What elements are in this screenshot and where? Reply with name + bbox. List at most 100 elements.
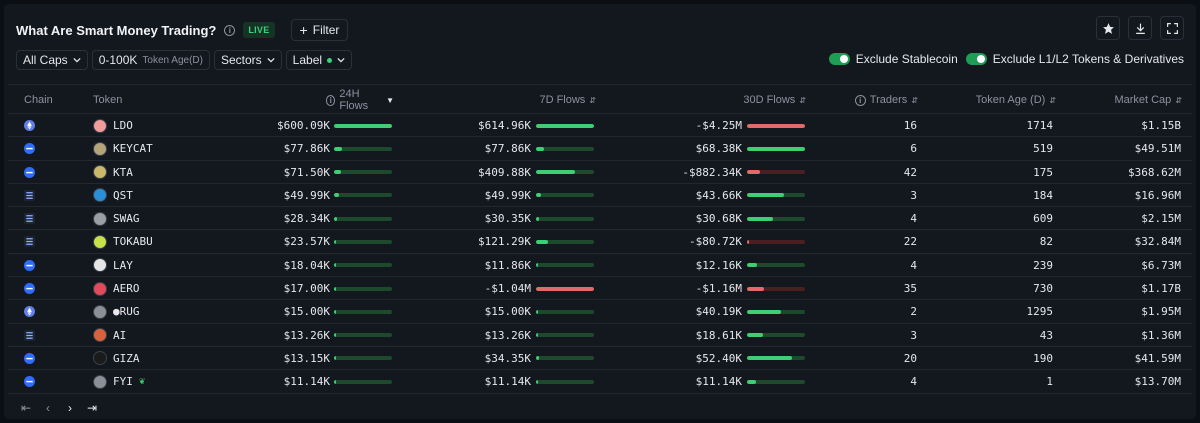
flow-bar <box>334 333 392 338</box>
flow-24h-value: $77.86K <box>283 142 330 156</box>
flow-30d-bar-cell <box>747 184 805 207</box>
flow-bar-fill <box>747 309 782 314</box>
sort-icon: ⇵ <box>911 95 918 105</box>
chain-cell <box>24 161 36 184</box>
flow-30d-bar-cell <box>747 207 805 230</box>
token-cell[interactable]: KEYCAT <box>93 137 153 160</box>
sort-icon: ⇵ <box>799 95 806 105</box>
flow-7d-value: $13.26K <box>484 328 531 342</box>
switch-on[interactable] <box>828 53 850 65</box>
solana-icon <box>24 213 35 225</box>
col-7d-flows[interactable]: 7D Flows ⇵ <box>528 85 596 115</box>
token-cell[interactable]: GIZA <box>93 347 140 370</box>
info-icon[interactable]: i <box>326 94 336 106</box>
table-row[interactable]: LDO $600.09K $614.96K -$4.25M 16 1714 $1… <box>8 114 1192 138</box>
col-chain-label: Chain <box>24 94 53 106</box>
flow-bar <box>536 170 594 175</box>
flow-bar <box>747 286 805 291</box>
flow-bar-fill <box>747 146 805 151</box>
info-icon[interactable]: i <box>854 94 866 106</box>
col-30d-flows[interactable]: 30D Flows ⇵ <box>728 85 806 115</box>
chain-cell <box>24 347 36 370</box>
flow-24h-bar-cell <box>334 347 392 370</box>
token-cell[interactable]: AERO <box>93 277 140 300</box>
caps-dropdown[interactable]: All Caps <box>16 50 88 70</box>
sort-icon: ⇵ <box>1049 95 1056 105</box>
token-cell[interactable]: AI <box>93 324 126 347</box>
token-age-value: 239 <box>1033 258 1053 272</box>
chain-cell <box>24 300 36 323</box>
star-button[interactable] <box>1096 16 1120 40</box>
table-header: Chain Token i 24H Flows ▼ 7D Flows ⇵ 30D… <box>8 84 1192 114</box>
col-token: Token <box>93 85 122 115</box>
chevron-down-icon <box>267 57 275 63</box>
flow-24h-bar-cell <box>334 300 392 323</box>
flow-bar-fill <box>536 286 594 291</box>
filter-button[interactable]: + Filter <box>290 19 349 41</box>
flow-30d-bar-cell <box>747 324 805 347</box>
flow-bar <box>747 216 805 221</box>
last-page-icon[interactable]: ⇥ <box>86 401 98 415</box>
prev-page-icon[interactable]: ‹ <box>46 401 50 415</box>
col-market-cap[interactable]: Market Cap ⇵ <box>1098 85 1182 115</box>
col-token-age[interactable]: Token Age (D) ⇵ <box>958 85 1056 115</box>
traders-value: 20 <box>903 351 917 365</box>
token-cell[interactable]: FYI ❦ <box>93 370 145 393</box>
table-row[interactable]: AI $13.26K $13.26K $18.61K 3 43 $1.36M <box>8 324 1192 347</box>
chevron-down-icon <box>73 57 81 63</box>
token-age-filter[interactable]: 0-100K Token Age(D) <box>91 50 210 70</box>
market-cap-value: $2.15M <box>1141 212 1181 226</box>
download-button[interactable] <box>1128 16 1152 40</box>
sectors-dropdown[interactable]: Sectors <box>213 50 282 70</box>
table-row[interactable]: QST $49.99K $49.99K $43.66K 3 184 $16.96… <box>8 184 1192 208</box>
traders-value: 3 <box>910 188 917 202</box>
flow-30d-bar-cell <box>747 114 805 137</box>
token-cell[interactable]: QST <box>93 184 133 207</box>
base-icon <box>24 259 35 271</box>
exclude-stablecoin-toggle[interactable]: Exclude Stablecoin <box>828 52 958 66</box>
chain-cell <box>24 324 36 347</box>
info-icon[interactable]: i <box>224 24 236 36</box>
token-age-value: 175 <box>1033 165 1053 179</box>
flow-30d-value: $43.66K <box>695 188 742 202</box>
token-age-value: 82 <box>1039 235 1053 249</box>
table-row[interactable]: AERO $17.00K -$1.04M -$1.16M 35 730 $1.1… <box>8 277 1192 301</box>
table-row[interactable]: KTA $71.50K $409.88K -$882.34K 42 175 $3… <box>8 161 1192 184</box>
token-cell[interactable]: TOKABU <box>93 230 153 253</box>
token-cell[interactable]: KTA <box>93 161 133 184</box>
col-traders[interactable]: i Traders ⇵ <box>838 85 918 115</box>
table-row[interactable]: KEYCAT $77.86K $77.86K $68.38K 6 519 $49… <box>8 137 1192 161</box>
flow-bar <box>334 356 392 361</box>
table-row[interactable]: ●RUG $15.00K $15.00K $40.19K 2 1295 $1.9… <box>8 300 1192 324</box>
token-cell[interactable]: SWAG <box>93 207 140 230</box>
table-row[interactable]: SWAG $28.34K $30.35K $30.68K 4 609 $2.15… <box>8 207 1192 231</box>
token-cell[interactable]: LAY <box>93 254 133 277</box>
token-age-value: 730 <box>1033 282 1053 296</box>
label-dropdown[interactable]: Label <box>285 50 353 70</box>
market-cap-value: $13.70M <box>1134 375 1181 389</box>
exclude-l1l2-toggle[interactable]: Exclude L1/L2 Tokens & Derivatives <box>965 52 1184 66</box>
flow-24h-bar-cell <box>334 370 392 393</box>
table-row[interactable]: GIZA $13.15K $34.35K $52.40K 20 190 $41.… <box>8 347 1192 371</box>
flow-bar-fill <box>536 216 539 221</box>
switch-on[interactable] <box>965 53 987 65</box>
flow-bar <box>536 146 594 151</box>
flow-bar <box>747 170 805 175</box>
token-cell[interactable]: LDO <box>93 114 133 137</box>
table-row[interactable]: TOKABU $23.57K $121.29K -$80.72K 22 82 $… <box>8 230 1192 254</box>
flow-7d-value: $614.96K <box>478 119 531 132</box>
chain-cell <box>24 137 36 160</box>
flow-7d-bar-cell <box>536 324 594 347</box>
first-page-icon[interactable]: ⇤ <box>20 401 32 415</box>
next-page-icon[interactable]: › <box>68 401 72 415</box>
col-24h-flows[interactable]: i 24H Flows ▼ <box>326 85 394 115</box>
token-cell[interactable]: ●RUG <box>93 300 140 323</box>
fullscreen-button[interactable] <box>1160 16 1184 40</box>
table-row[interactable]: LAY $18.04K $11.86K $12.16K 4 239 $6.73M <box>8 254 1192 278</box>
panel-header: What Are Smart Money Trading? i LIVE + F… <box>16 16 349 44</box>
table-row[interactable]: FYI ❦ $11.14K $11.14K $11.14K 4 1 $13.70… <box>8 370 1192 394</box>
flow-bar-fill <box>536 170 575 175</box>
flow-24h-value: $71.50K <box>283 165 330 179</box>
flow-30d-bar-cell <box>747 230 805 253</box>
flow-bar-fill <box>334 239 337 244</box>
